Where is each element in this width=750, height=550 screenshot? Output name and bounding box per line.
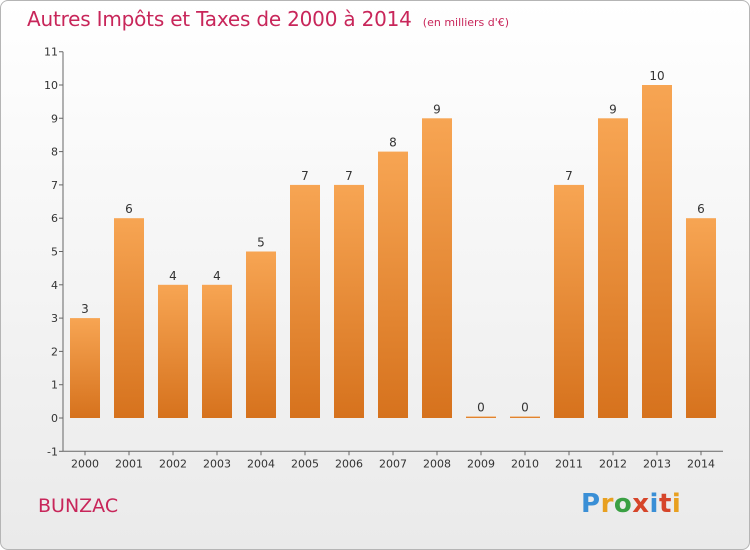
x-tick-label: 2000 — [71, 457, 99, 470]
bar-2003 — [202, 284, 232, 418]
bar-2008 — [422, 118, 452, 419]
y-tick-label: 4 — [51, 279, 58, 292]
x-tick-label: 2010 — [511, 457, 539, 470]
chart-title: Autres Impôts et Taxes de 2000 à 2014 (e… — [27, 7, 509, 31]
bar-2010 — [510, 416, 540, 418]
x-tick-label: 2008 — [423, 457, 451, 470]
x-tick-label: 2001 — [115, 457, 143, 470]
bar-value-label: 6 — [125, 202, 133, 216]
x-tick-label: 2009 — [467, 457, 495, 470]
logo-letter: i — [649, 489, 659, 519]
bar-2006 — [334, 184, 364, 418]
y-tick-label: 9 — [51, 112, 58, 125]
bar-2002 — [158, 284, 188, 418]
x-tick-label: 2006 — [335, 457, 363, 470]
bar-value-label: 4 — [213, 269, 221, 283]
x-tick-label: 2004 — [247, 457, 275, 470]
logo-letter: t — [658, 489, 672, 519]
bar-value-label: 0 — [477, 401, 485, 415]
bar-2011 — [554, 184, 584, 418]
chart-title-unit: (en milliers d'€) — [422, 16, 510, 29]
bar-2005 — [290, 184, 320, 418]
y-tick-label: 2 — [51, 345, 58, 358]
x-tick-label: 2013 — [643, 457, 671, 470]
y-tick-label: 1 — [51, 379, 58, 392]
x-tick-label: 2005 — [291, 457, 319, 470]
bar-value-label: 7 — [565, 169, 573, 183]
chart-axes: -1 0 1 2 3 4 5 6 7 8 9 10 11 — [44, 46, 723, 458]
x-tick-label: 2014 — [687, 457, 715, 470]
x-tick-label: 2012 — [599, 457, 627, 470]
bar-2000 — [70, 318, 100, 418]
bar-value-label: 7 — [345, 169, 353, 183]
x-tick-label: 2002 — [159, 457, 187, 470]
x-tick-label: 2011 — [555, 457, 583, 470]
bar-2004 — [246, 251, 276, 418]
bar-value-label: 7 — [301, 169, 309, 183]
bar-2009 — [466, 416, 496, 418]
y-tick-label: 5 — [51, 246, 58, 259]
chart-labels: 3 2000 6 2001 4 2002 4 2003 5 2004 7 2005 7 2006 8 2007… — [71, 69, 715, 470]
bar-2013 — [642, 85, 672, 418]
bar-value-label: 4 — [169, 269, 177, 283]
commune-name: BUNZAC — [38, 495, 119, 517]
bar-value-label: 5 — [257, 236, 265, 250]
y-tick-label: 11 — [44, 46, 58, 59]
proxiti-logo[interactable]: Proxiti — [581, 489, 681, 519]
chart-bars — [70, 85, 716, 419]
bar-2001 — [114, 218, 144, 418]
bar-value-label: 8 — [389, 136, 397, 150]
bar-value-label: 9 — [433, 102, 441, 116]
logo-letter: r — [600, 489, 614, 519]
logo-letter: i — [671, 489, 682, 519]
x-tick-label: 2007 — [379, 457, 407, 470]
bar-value-label: 3 — [81, 302, 89, 316]
y-tick-label: 6 — [51, 212, 58, 225]
bar-2007 — [378, 151, 408, 418]
bar-value-label: 10 — [649, 69, 664, 83]
y-tick-label: -1 — [47, 445, 58, 458]
chart-title-main: Autres Impôts et Taxes de 2000 à 2014 — [27, 7, 412, 31]
logo-letter: x — [632, 489, 650, 519]
logo-letter: P — [581, 489, 601, 519]
bar-value-label: 0 — [521, 401, 529, 415]
x-tick-label: 2003 — [203, 457, 231, 470]
y-tick-label: 0 — [51, 412, 58, 425]
bar-value-label: 6 — [697, 202, 705, 216]
bar-2012 — [598, 118, 628, 419]
y-tick-label: 8 — [51, 146, 58, 159]
y-tick-label: 10 — [44, 79, 58, 92]
y-tick-label: 7 — [51, 179, 58, 192]
y-tick-label: 3 — [51, 312, 58, 325]
logo-letter: o — [613, 489, 633, 519]
bar-value-label: 9 — [609, 102, 617, 116]
bar-2014 — [686, 218, 716, 418]
